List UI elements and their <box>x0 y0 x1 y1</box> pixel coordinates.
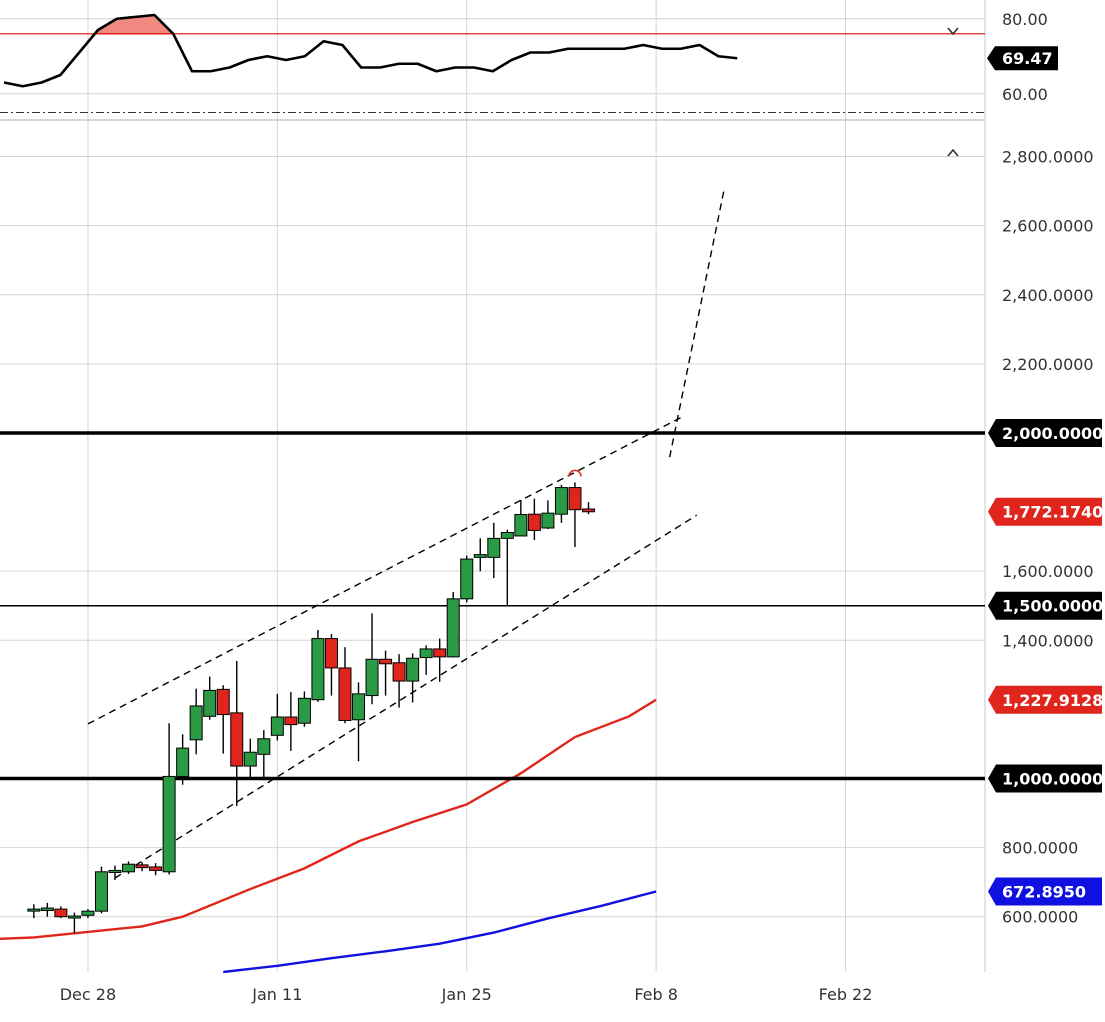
candle-up <box>500 531 514 539</box>
level-tag-label: 2,000.0000 <box>1002 424 1103 443</box>
candle-up <box>270 716 284 736</box>
candle-down <box>54 908 68 918</box>
candle-up <box>108 869 122 873</box>
trend-line <box>87 415 684 725</box>
candle-down <box>568 487 582 511</box>
candle-down <box>149 866 163 871</box>
price-tag <box>988 497 1102 526</box>
candle-down <box>527 513 541 531</box>
price-tag <box>988 685 1102 714</box>
candle-down <box>216 688 230 716</box>
price-tick-label: 2,400.0000 <box>1002 286 1094 305</box>
candle-up <box>541 512 555 529</box>
price-tick-label: 2,200.0000 <box>1002 355 1094 374</box>
candle-up <box>406 657 420 682</box>
price-tag-label: 1,772.1740 <box>1002 503 1103 522</box>
candle-down <box>284 716 298 726</box>
candle-down <box>338 667 352 721</box>
candle-up <box>203 689 217 717</box>
candle-up <box>243 751 257 767</box>
grid <box>0 0 986 972</box>
candle-up <box>514 514 528 537</box>
candle-up <box>162 775 176 873</box>
candle-up <box>94 871 108 912</box>
high-marker <box>568 469 582 477</box>
candle-up <box>352 693 366 721</box>
candle-down <box>433 648 447 658</box>
candle-down <box>581 508 595 513</box>
level-tag <box>988 418 1102 447</box>
candle-up <box>27 908 41 912</box>
price-tick-label: 2,800.0000 <box>1002 148 1094 167</box>
moving-average-line <box>0 698 657 941</box>
candle-up <box>365 658 379 697</box>
moving-average-line <box>223 890 657 974</box>
rsi-value-tag <box>987 46 1058 71</box>
date-label: Dec 28 <box>60 985 116 1004</box>
candle-up <box>460 558 474 600</box>
candle-up <box>554 487 568 515</box>
date-label: Feb 22 <box>819 985 873 1004</box>
candle-up <box>297 697 311 724</box>
candle-up <box>40 907 54 911</box>
rsi-line <box>3 13 738 88</box>
chevron-down-icon[interactable] <box>947 27 959 36</box>
candle-up <box>257 738 271 755</box>
rsi-value-label: 69.47 <box>1002 49 1053 68</box>
chevron-up-icon[interactable] <box>947 148 959 157</box>
price-tick-label: 1,600.0000 <box>1002 562 1094 581</box>
candle-up <box>473 554 487 558</box>
candle-down <box>230 712 244 767</box>
candle-up <box>176 747 190 777</box>
price-tick-label: 600.0000 <box>1002 908 1078 927</box>
candle-up <box>487 537 501 558</box>
price-tag <box>988 877 1102 906</box>
candle-down <box>392 662 406 682</box>
candle-up <box>446 598 460 658</box>
candle-down <box>135 864 149 869</box>
rsi-tick-label: 60.00 <box>1002 85 1048 104</box>
price-tag-label: 1,227.9128 <box>1002 691 1103 710</box>
level-tag-label: 1,500.0000 <box>1002 597 1103 616</box>
level-tag <box>988 591 1102 620</box>
candle-up <box>419 648 433 659</box>
trend-line <box>668 190 725 458</box>
candle-down <box>324 638 338 669</box>
price-panel <box>0 190 985 974</box>
trend-line <box>114 514 698 879</box>
date-axis: Dec 28 Jan 11 Jan 25 Feb 8 Feb 22 <box>60 985 873 1004</box>
panel-controls[interactable] <box>947 27 959 157</box>
level-tag-label: 1,000.0000 <box>1002 770 1103 789</box>
rsi-panel <box>0 13 985 113</box>
candle-up <box>122 863 136 873</box>
candle-up <box>311 638 325 701</box>
price-tick-label: 2,600.0000 <box>1002 217 1094 236</box>
date-label: Feb 8 <box>634 985 678 1004</box>
price-tag-label: 672.8950 <box>1002 883 1086 902</box>
price-tick-label: 1,400.0000 <box>1002 631 1094 650</box>
candle-up <box>81 910 95 916</box>
date-label: Jan 25 <box>441 985 492 1004</box>
price-axis: 80.00 60.00 69.47 2,800.0000 2,600.0000 2,400… <box>987 10 1103 927</box>
rsi-tick-label: 80.00 <box>1002 10 1048 29</box>
level-tag <box>988 764 1102 793</box>
candle-up <box>189 705 203 741</box>
date-label: Jan 11 <box>251 985 302 1004</box>
candle-down <box>379 658 393 665</box>
candle-up <box>67 915 81 919</box>
price-tick-label: 800.0000 <box>1002 839 1078 858</box>
